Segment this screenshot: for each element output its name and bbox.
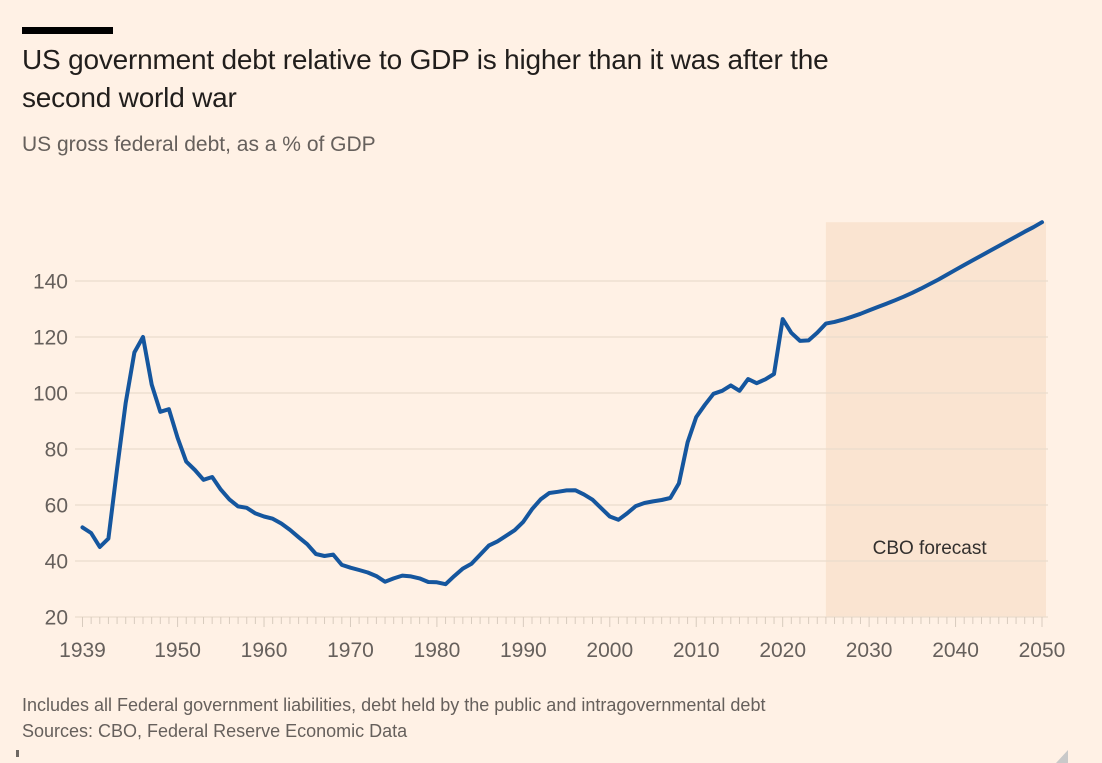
x-axis-label-1990: 1990 <box>500 639 547 662</box>
y-axis-label-20: 20 <box>45 607 68 630</box>
page-title-line-1: US government debt relative to GDP is hi… <box>22 44 829 75</box>
x-axis-label-1970: 1970 <box>327 639 374 662</box>
x-axis-label-1939: 1939 <box>59 639 106 662</box>
x-axis-label-2010: 2010 <box>673 639 720 662</box>
chart-footnotes: Includes all Federal government liabilit… <box>22 692 765 744</box>
y-axis-label-120: 120 <box>33 327 68 350</box>
page-title: US government debt relative to GDP is hi… <box>22 41 829 117</box>
x-axis-label-2040: 2040 <box>932 639 979 662</box>
resize-handle-icon[interactable] <box>1056 750 1068 763</box>
x-axis-label-1960: 1960 <box>241 639 288 662</box>
y-axis-label-80: 80 <box>45 439 68 462</box>
x-axis-label-2050: 2050 <box>1019 639 1066 662</box>
forecast-annotation-label: CBO forecast <box>873 538 988 559</box>
x-axis-label-2000: 2000 <box>586 639 633 662</box>
y-axis-label-40: 40 <box>45 551 68 574</box>
brand-bar <box>22 27 113 34</box>
page-title-line-2: second world war <box>22 82 237 113</box>
stray-mark <box>16 750 19 757</box>
chart-subtitle: US gross federal debt, as a % of GDP <box>22 133 376 156</box>
x-axis-label-2020: 2020 <box>759 639 806 662</box>
y-axis-label-60: 60 <box>45 495 68 518</box>
y-axis-label-140: 140 <box>33 271 68 294</box>
x-axis-label-2030: 2030 <box>846 639 893 662</box>
x-axis-label-1950: 1950 <box>154 639 201 662</box>
source-text: Sources: CBO, Federal Reserve Economic D… <box>22 721 408 741</box>
debt-line <box>80 220 1044 587</box>
footnote-text: Includes all Federal government liabilit… <box>22 695 766 715</box>
y-axis-label-100: 100 <box>33 383 68 406</box>
x-axis-label-1980: 1980 <box>414 639 461 662</box>
forecast-region <box>825 222 1046 617</box>
